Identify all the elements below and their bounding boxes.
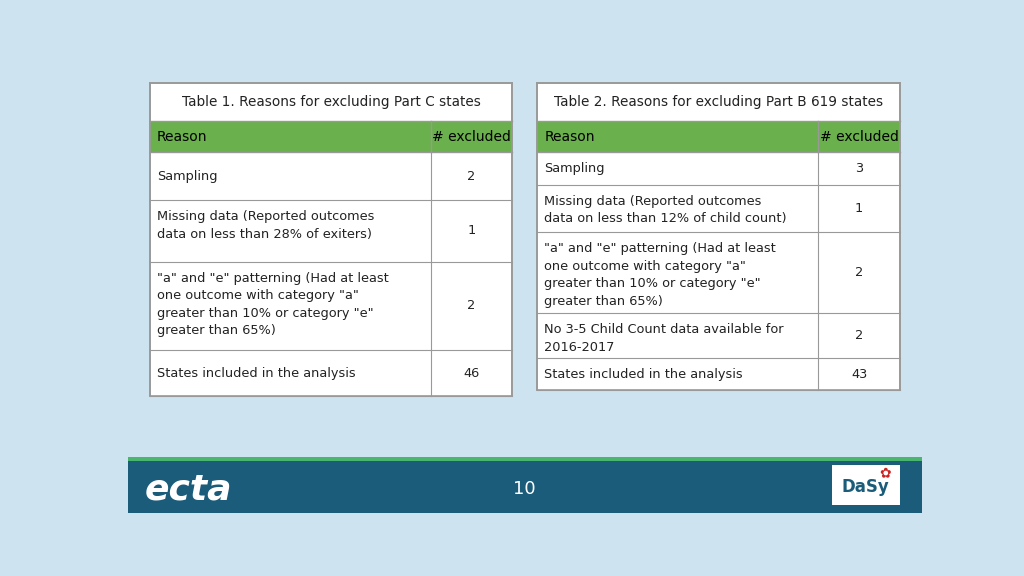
Bar — [150, 122, 512, 152]
Bar — [150, 83, 512, 396]
Text: No 3-5 Child Count data available for
2016-2017: No 3-5 Child Count data available for 20… — [544, 323, 783, 354]
Text: Sampling: Sampling — [544, 162, 605, 175]
Text: "a" and "e" patterning (Had at least
one outcome with category "a"
greater than : "a" and "e" patterning (Had at least one… — [544, 242, 776, 308]
Bar — [538, 122, 900, 152]
Bar — [538, 83, 900, 390]
Text: 2: 2 — [855, 329, 863, 342]
Text: Table 2. Reasons for excluding Part B 619 states: Table 2. Reasons for excluding Part B 61… — [554, 95, 883, 109]
Text: Missing data (Reported outcomes
data on less than 28% of exiters): Missing data (Reported outcomes data on … — [157, 210, 374, 241]
Text: States included in the analysis: States included in the analysis — [544, 367, 742, 381]
Text: Reason: Reason — [544, 130, 595, 144]
Text: 1: 1 — [468, 224, 476, 237]
Text: ✿: ✿ — [879, 467, 891, 481]
Text: 3: 3 — [855, 162, 863, 175]
Text: Table 1. Reasons for excluding Part C states: Table 1. Reasons for excluding Part C st… — [181, 95, 480, 109]
Text: ecta: ecta — [145, 472, 232, 506]
Text: 43: 43 — [851, 367, 867, 381]
Text: # excluded: # excluded — [432, 130, 511, 144]
Text: 1: 1 — [855, 202, 863, 215]
Bar — [831, 465, 900, 505]
Text: Sampling: Sampling — [157, 170, 217, 183]
Text: 10: 10 — [513, 480, 537, 498]
Text: 2: 2 — [855, 266, 863, 279]
Text: 46: 46 — [464, 367, 479, 380]
Text: 2: 2 — [468, 170, 476, 183]
Text: # excluded: # excluded — [819, 130, 898, 144]
Text: Reason: Reason — [157, 130, 207, 144]
Text: DaSy: DaSy — [842, 478, 890, 496]
Text: 2: 2 — [468, 300, 476, 312]
Bar — [128, 457, 922, 461]
Text: "a" and "e" patterning (Had at least
one outcome with category "a"
greater than : "a" and "e" patterning (Had at least one… — [157, 272, 388, 337]
Bar — [128, 457, 922, 513]
Text: States included in the analysis: States included in the analysis — [157, 367, 355, 380]
Text: Missing data (Reported outcomes
data on less than 12% of child count): Missing data (Reported outcomes data on … — [544, 195, 786, 225]
